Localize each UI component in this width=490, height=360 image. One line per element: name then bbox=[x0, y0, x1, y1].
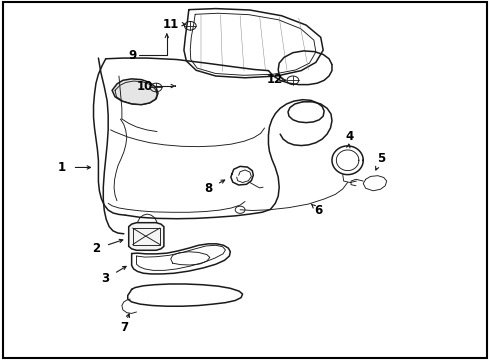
Polygon shape bbox=[129, 223, 164, 250]
Text: 1: 1 bbox=[58, 161, 66, 174]
Text: 4: 4 bbox=[346, 130, 354, 144]
Text: 8: 8 bbox=[204, 183, 213, 195]
Text: 2: 2 bbox=[92, 242, 100, 255]
Text: 6: 6 bbox=[314, 204, 322, 217]
Polygon shape bbox=[112, 79, 158, 105]
Text: 5: 5 bbox=[377, 152, 385, 165]
Text: 3: 3 bbox=[102, 272, 110, 285]
Text: 10: 10 bbox=[137, 80, 153, 93]
Text: 11: 11 bbox=[163, 18, 179, 31]
Text: 9: 9 bbox=[128, 49, 137, 62]
Text: 7: 7 bbox=[120, 321, 128, 334]
Text: 12: 12 bbox=[267, 73, 283, 86]
